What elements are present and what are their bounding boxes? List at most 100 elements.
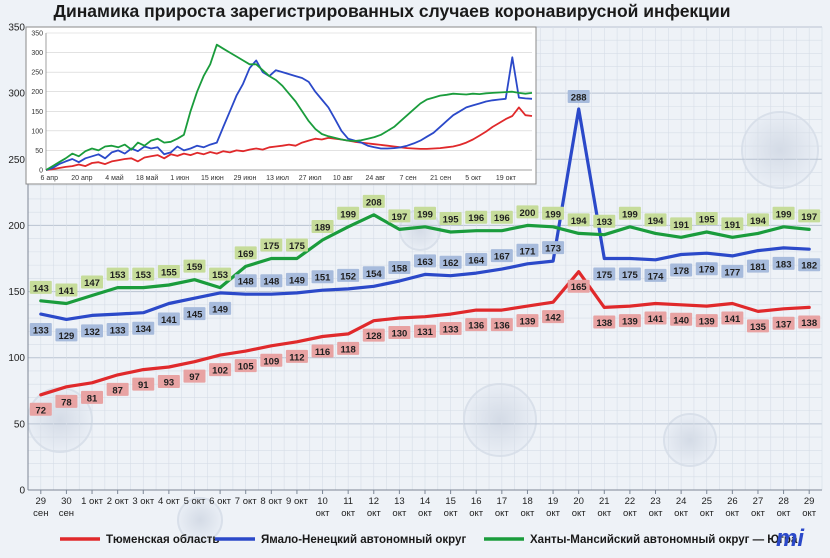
svg-text:118: 118 [340,344,355,355]
svg-text:152: 152 [340,271,356,282]
x-tick-label: окт [802,508,817,519]
data-label-yamal: 182 [798,258,821,272]
inset-x-tick-label: 13 июл [266,175,289,182]
svg-text:193: 193 [596,217,612,228]
x-tick-label: окт [649,508,664,519]
inset-series-line-yamal [45,56,533,171]
data-label-tyumen: 87 [106,382,129,396]
svg-text:169: 169 [238,249,254,260]
x-tick-label: 14 [420,496,431,507]
svg-text:139: 139 [699,317,715,328]
data-label-tyumen: 135 [746,319,769,333]
svg-text:182: 182 [801,261,817,272]
svg-text:178: 178 [673,266,689,277]
inset-y-tick-label: 50 [35,148,43,155]
svg-text:195: 195 [443,215,460,226]
svg-text:145: 145 [187,310,204,321]
publisher-logo: mi [776,525,805,552]
data-label-tyumen: 139 [516,314,539,328]
svg-text:129: 129 [58,331,74,342]
x-tick-label: 26 [727,496,738,507]
svg-text:199: 199 [622,209,638,220]
svg-text:196: 196 [468,213,484,224]
x-tick-label: 7 окт [235,496,257,507]
series-lines [39,107,811,397]
x-tick-label: 5 окт [184,496,206,507]
inset-x-tick-label: 1 июн [170,175,189,182]
svg-text:195: 195 [699,215,716,226]
data-label-khmao: 194 [746,213,769,227]
x-tick-label: 9 окт [286,496,308,507]
data-label-tyumen: 105 [234,359,257,373]
svg-text:143: 143 [33,283,49,294]
data-label-khmao: 153 [132,267,155,281]
svg-text:175: 175 [289,241,306,252]
data-label-yamal: 177 [721,264,744,278]
data-label-yamal: 167 [490,249,513,263]
svg-text:142: 142 [545,313,561,324]
x-tick-label: окт [520,508,535,519]
data-label-khmao: 191 [721,217,744,231]
data-label-khmao: 196 [490,210,513,224]
svg-text:183: 183 [776,259,792,270]
inset-x-tick-label: 10 авг [333,175,353,182]
data-label-khmao: 195 [695,212,718,226]
svg-text:151: 151 [315,273,332,284]
x-tick-label: 20 [573,496,584,507]
svg-text:159: 159 [187,262,203,273]
data-label-tyumen: 137 [772,316,795,330]
x-tick-label: окт [418,508,433,519]
inset-y-tick-label: 300 [31,50,43,57]
svg-text:148: 148 [263,277,279,288]
data-label-tyumen: 118 [337,341,360,355]
svg-text:149: 149 [212,304,228,315]
svg-text:78: 78 [61,397,72,408]
data-label-tyumen: 116 [311,344,334,358]
data-label-tyumen: 139 [618,314,641,328]
svg-text:196: 196 [494,213,510,224]
svg-text:81: 81 [87,393,98,404]
x-tick-label: 23 [650,496,661,507]
data-label-yamal: 134 [132,321,155,335]
x-tick-label: окт [674,508,689,519]
x-tick-label: окт [469,508,484,519]
svg-text:138: 138 [596,318,612,329]
svg-text:134: 134 [135,324,152,335]
inset-frame [25,26,537,185]
svg-text:135: 135 [750,322,767,333]
svg-text:141: 141 [648,314,665,325]
x-tick-label: 24 [676,496,687,507]
x-tick-label: 2 окт [107,496,129,507]
x-tick-label: окт [316,508,331,519]
data-label-yamal: 149 [209,301,232,315]
x-tick-label: 18 [522,496,533,507]
svg-text:136: 136 [494,321,510,332]
svg-text:149: 149 [289,275,305,286]
svg-text:162: 162 [443,258,459,269]
x-tick-label: окт [341,508,356,519]
svg-text:208: 208 [366,197,382,208]
svg-text:288: 288 [571,93,587,104]
x-tick-label: окт [623,508,638,519]
svg-text:175: 175 [622,270,639,281]
svg-text:155: 155 [161,267,178,278]
data-label-khmao: 195 [439,212,462,226]
svg-text:136: 136 [468,321,484,332]
data-label-yamal: 163 [414,254,436,268]
data-label-tyumen: 78 [55,394,78,408]
data-label-khmao: 159 [183,259,206,273]
y-tick-label: 350 [8,23,25,34]
x-tick-label: 19 [548,496,559,507]
y-tick-label: 150 [8,287,25,298]
y-axis: 0 50 100 150 200 250 300 350 [8,23,25,497]
data-label-khmao: 196 [465,210,488,224]
x-tick-label: окт [572,508,587,519]
data-label-yamal: 154 [362,266,385,280]
data-label-yamal: 162 [439,255,462,269]
data-label-khmao: 208 [362,194,385,208]
svg-text:116: 116 [315,347,330,358]
data-label-yamal: 133 [29,323,52,337]
data-label-tyumen: 136 [465,318,488,332]
svg-text:200: 200 [520,208,536,219]
data-label-tyumen: 140 [670,312,693,326]
